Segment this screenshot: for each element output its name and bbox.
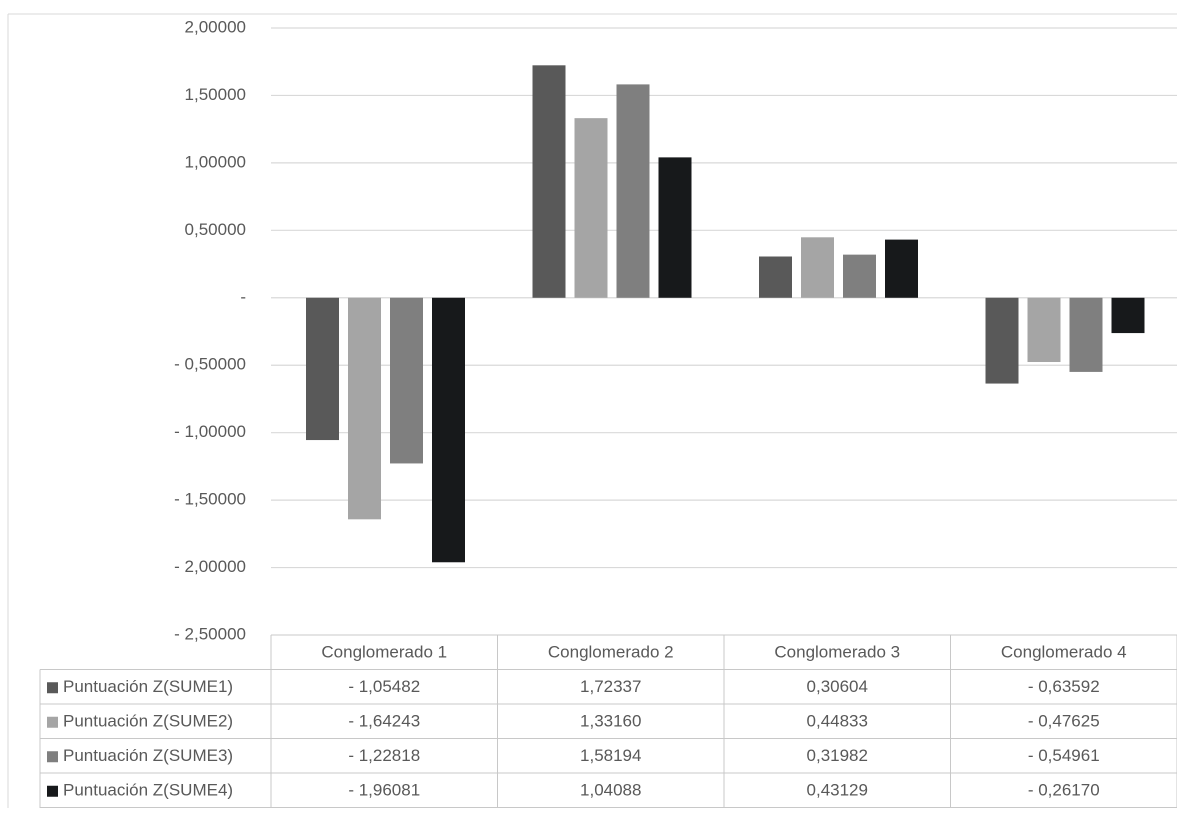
y-tick-label: 2,00000 bbox=[185, 17, 246, 36]
data-value: - 0,63592 bbox=[1028, 677, 1100, 696]
y-tick-label: 1,00000 bbox=[185, 152, 246, 171]
y-tick-label: - bbox=[240, 287, 246, 306]
category-label: Conglomerado 3 bbox=[774, 643, 900, 662]
bar bbox=[432, 297, 465, 563]
data-value: 0,31982 bbox=[807, 746, 868, 765]
data-value: 1,04088 bbox=[580, 781, 641, 800]
category-label: Conglomerado 1 bbox=[321, 643, 447, 662]
data-value: 0,44833 bbox=[807, 712, 868, 731]
bar bbox=[1027, 297, 1061, 363]
bar bbox=[616, 84, 650, 298]
legend-key bbox=[47, 716, 58, 728]
y-tick-label: - 1,50000 bbox=[174, 490, 246, 509]
data-value: 1,72337 bbox=[580, 677, 641, 696]
data-value: - 1,05482 bbox=[348, 677, 420, 696]
data-value: 0,43129 bbox=[807, 781, 868, 800]
bar bbox=[843, 254, 876, 298]
y-tick-label: 1,50000 bbox=[185, 85, 246, 104]
category-label: Conglomerado 4 bbox=[1001, 643, 1127, 662]
bar bbox=[348, 297, 381, 520]
y-tick-label: - 1,00000 bbox=[174, 422, 246, 441]
y-tick-label: - 2,00000 bbox=[174, 557, 246, 576]
series-name: Puntuación Z(SUME3) bbox=[63, 746, 233, 765]
legend-key bbox=[47, 751, 58, 763]
bar bbox=[532, 65, 566, 298]
bar bbox=[658, 157, 692, 298]
series-name: Puntuación Z(SUME1) bbox=[63, 677, 233, 696]
y-tick-label: - 0,50000 bbox=[174, 355, 246, 374]
data-value: - 1,22818 bbox=[348, 746, 420, 765]
bar bbox=[390, 297, 423, 464]
series-name: Puntuación Z(SUME4) bbox=[63, 781, 233, 800]
bar bbox=[985, 297, 1019, 384]
bar bbox=[801, 237, 834, 298]
data-value: - 1,96081 bbox=[348, 781, 420, 800]
data-value: - 1,64243 bbox=[348, 712, 420, 731]
data-value: 1,33160 bbox=[580, 712, 641, 731]
y-tick-label: - 2,50000 bbox=[174, 624, 246, 643]
data-value: - 0,54961 bbox=[1028, 746, 1100, 765]
bar bbox=[1111, 297, 1145, 334]
data-value: - 0,26170 bbox=[1028, 781, 1100, 800]
category-label: Conglomerado 2 bbox=[548, 643, 674, 662]
y-tick-label: 0,50000 bbox=[185, 220, 246, 239]
bar bbox=[1069, 297, 1103, 372]
bar bbox=[574, 118, 608, 298]
data-value: - 0,47625 bbox=[1028, 712, 1100, 731]
legend-key bbox=[47, 785, 58, 797]
bar bbox=[306, 297, 339, 441]
legend-key bbox=[47, 682, 58, 694]
data-value: 1,58194 bbox=[580, 746, 641, 765]
bar bbox=[885, 239, 918, 298]
bar bbox=[759, 256, 792, 298]
data-value: 0,30604 bbox=[807, 677, 868, 696]
series-name: Puntuación Z(SUME2) bbox=[63, 712, 233, 731]
